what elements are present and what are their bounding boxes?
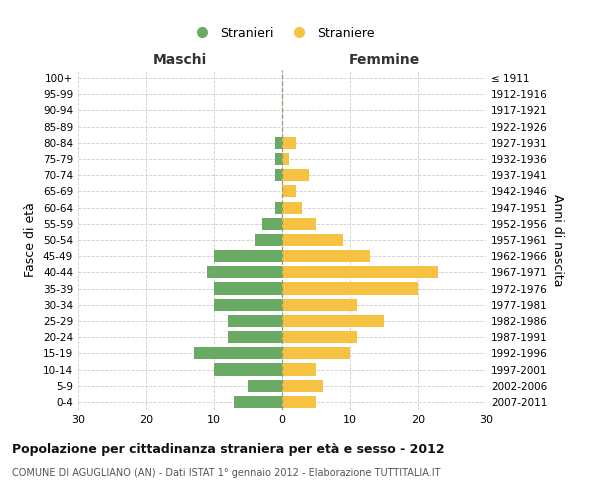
Text: Popolazione per cittadinanza straniera per età e sesso - 2012: Popolazione per cittadinanza straniera p… xyxy=(12,442,445,456)
Bar xyxy=(194,348,282,360)
Bar xyxy=(214,282,282,294)
Bar xyxy=(282,396,316,408)
Y-axis label: Fasce di età: Fasce di età xyxy=(25,202,37,278)
Bar xyxy=(207,266,282,278)
Bar xyxy=(275,153,282,165)
Bar xyxy=(282,348,350,360)
Bar xyxy=(214,250,282,262)
Bar xyxy=(282,331,357,343)
Bar xyxy=(282,137,296,149)
Text: Maschi: Maschi xyxy=(153,53,207,67)
Bar xyxy=(282,169,309,181)
Legend: Stranieri, Straniere: Stranieri, Straniere xyxy=(184,22,380,45)
Bar xyxy=(214,298,282,311)
Bar xyxy=(282,153,289,165)
Bar xyxy=(275,202,282,213)
Bar xyxy=(214,364,282,376)
Bar xyxy=(248,380,282,392)
Bar xyxy=(282,266,439,278)
Text: COMUNE DI AGUGLIANO (AN) - Dati ISTAT 1° gennaio 2012 - Elaborazione TUTTITALIA.: COMUNE DI AGUGLIANO (AN) - Dati ISTAT 1°… xyxy=(12,468,440,477)
Bar xyxy=(282,186,296,198)
Bar xyxy=(262,218,282,230)
Bar xyxy=(255,234,282,246)
Bar xyxy=(282,234,343,246)
Bar xyxy=(282,298,357,311)
Bar xyxy=(282,250,370,262)
Bar xyxy=(282,315,384,327)
Bar xyxy=(282,202,302,213)
Bar xyxy=(282,218,316,230)
Bar xyxy=(275,169,282,181)
Bar xyxy=(282,380,323,392)
Y-axis label: Anni di nascita: Anni di nascita xyxy=(551,194,564,286)
Bar xyxy=(282,364,316,376)
Bar xyxy=(235,396,282,408)
Bar xyxy=(275,137,282,149)
Bar xyxy=(282,282,418,294)
Bar xyxy=(227,331,282,343)
Bar xyxy=(227,315,282,327)
Text: Femmine: Femmine xyxy=(349,53,419,67)
